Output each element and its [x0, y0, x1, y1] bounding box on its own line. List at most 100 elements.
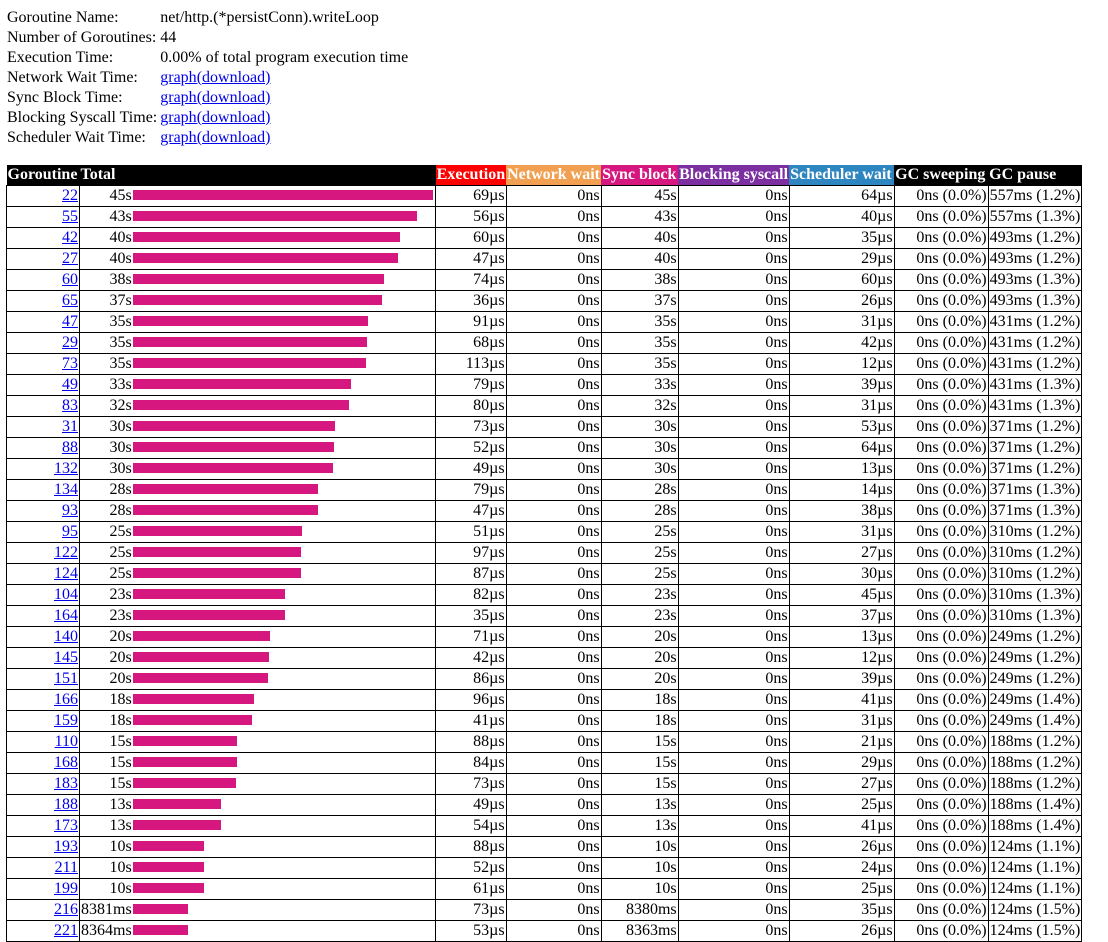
col-total[interactable]: Total: [79, 165, 436, 186]
scheduler-wait-cell: 35µs: [788, 227, 895, 249]
scheduler-wait-cell: 29µs: [788, 752, 895, 774]
syscall-download-link[interactable]: (download): [196, 109, 271, 126]
goroutine-id-link[interactable]: 83: [62, 397, 78, 414]
goroutine-id-link[interactable]: 110: [54, 733, 78, 750]
total-bar: [132, 757, 237, 768]
scheduler-wait-cell: 29µs: [788, 248, 895, 270]
goroutine-id-link[interactable]: 60: [62, 271, 78, 288]
table-header-row: Goroutine Total Execution Network wait S…: [6, 165, 1082, 186]
network-graph-link[interactable]: graph: [160, 69, 197, 86]
table-row: 145 20s 42µs 0ns 20s 0ns 12µs 0ns (0.0%) 249ms (…: [6, 647, 1083, 669]
gc-pause-cell: 249ms (1.2%): [987, 626, 1083, 648]
goroutine-id-link[interactable]: 221: [54, 922, 78, 939]
total-bar: [132, 883, 204, 894]
gc-pause-cell: 431ms (1.2%): [987, 353, 1083, 375]
gc-pause-cell: 371ms (1.3%): [987, 479, 1083, 501]
goroutine-id-link[interactable]: 193: [54, 838, 78, 855]
gc-pause-cell: 249ms (1.2%): [987, 668, 1083, 690]
goroutine-id-link[interactable]: 95: [62, 523, 78, 540]
total-bar: [132, 862, 204, 873]
total-bar-cell: [132, 794, 437, 816]
scheduler-wait-cell: 45µs: [788, 584, 895, 606]
goroutine-id-link[interactable]: 47: [62, 313, 78, 330]
goroutine-id-link[interactable]: 22: [62, 187, 78, 204]
goroutine-id-link[interactable]: 65: [62, 292, 78, 309]
goroutine-id-link[interactable]: 173: [54, 817, 78, 834]
goroutine-id-link[interactable]: 29: [62, 334, 78, 351]
network-wait-cell: 0ns: [505, 248, 602, 270]
sched-graph-link[interactable]: graph: [160, 129, 197, 146]
network-download-link[interactable]: (download): [196, 69, 271, 86]
execution-cell: 42µs: [435, 647, 507, 669]
col-execution[interactable]: Execution: [435, 165, 507, 186]
gc-pause-cell: 188ms (1.2%): [987, 752, 1083, 774]
goroutine-id-link[interactable]: 166: [54, 691, 78, 708]
goroutine-id-cell: 49: [6, 374, 80, 396]
col-scheduler-wait[interactable]: Scheduler wait: [789, 165, 895, 186]
summary-row-name: Goroutine Name: net/http.(*persistConn).…: [7, 8, 408, 28]
goroutine-id-link[interactable]: 124: [54, 565, 78, 582]
goroutine-id-link[interactable]: 216: [54, 901, 78, 918]
total-cell: 30s: [78, 437, 133, 459]
goroutine-id-link[interactable]: 122: [54, 544, 78, 561]
sync-block-cell: 43s: [600, 206, 679, 228]
goroutine-id-link[interactable]: 211: [54, 859, 78, 876]
scheduler-wait-cell: 38µs: [788, 500, 895, 522]
total-bar-cell: [132, 689, 437, 711]
goroutine-id-link[interactable]: 55: [62, 208, 78, 225]
total-cell: 23s: [78, 605, 133, 627]
sync-block-links: graph(download): [160, 88, 408, 108]
table-row: 88 30s 52µs 0ns 30s 0ns 64µs 0ns (0.0%) 371ms (1…: [6, 437, 1083, 459]
goroutine-id-link[interactable]: 27: [62, 250, 78, 267]
total-bar-cell: [132, 836, 437, 858]
execution-cell: 49µs: [435, 458, 507, 480]
goroutine-id-link[interactable]: 151: [54, 670, 78, 687]
goroutine-id-link[interactable]: 134: [54, 481, 78, 498]
table-row: 65 37s 36µs 0ns 37s 0ns 26µs 0ns (0.0%) 493ms (1…: [6, 290, 1083, 312]
col-gc-sweeping[interactable]: GC sweeping: [894, 165, 989, 186]
execution-cell: 49µs: [435, 794, 507, 816]
goroutine-id-link[interactable]: 93: [62, 502, 78, 519]
scheduler-wait-cell: 14µs: [788, 479, 895, 501]
goroutine-id-link[interactable]: 140: [54, 628, 78, 645]
blocking-syscall-cell: 0ns: [677, 836, 790, 858]
execution-cell: 69µs: [435, 185, 507, 207]
col-goroutine[interactable]: Goroutine: [6, 165, 80, 186]
goroutine-id-link[interactable]: 104: [54, 586, 78, 603]
goroutine-id-link[interactable]: 31: [62, 418, 78, 435]
col-network-wait[interactable]: Network wait: [506, 165, 602, 186]
goroutine-id-link[interactable]: 188: [54, 796, 78, 813]
syscall-graph-link[interactable]: graph: [160, 109, 197, 126]
sync-graph-link[interactable]: graph: [160, 89, 197, 106]
table-row: 166 18s 96µs 0ns 18s 0ns 41µs 0ns (0.0%) 249ms (…: [6, 689, 1083, 711]
goroutine-id-link[interactable]: 132: [54, 460, 78, 477]
table-body: 22 45s 69µs 0ns 45s 0ns 64µs 0ns (0.0%) 557ms (1…: [6, 185, 1083, 942]
goroutine-id-link[interactable]: 199: [54, 880, 78, 897]
goroutine-id-link[interactable]: 49: [62, 376, 78, 393]
sync-block-cell: 10s: [600, 878, 679, 900]
summary-row-network: Network Wait Time: graph(download): [7, 68, 408, 88]
goroutine-id-link[interactable]: 145: [54, 649, 78, 666]
sync-block-cell: 18s: [600, 689, 679, 711]
total-bar-cell: [132, 395, 437, 417]
goroutine-id-link[interactable]: 73: [62, 355, 78, 372]
total-bar-cell: [132, 920, 437, 942]
scheduler-wait-cell: 60µs: [788, 269, 895, 291]
goroutine-id-link[interactable]: 88: [62, 439, 78, 456]
goroutine-id-link[interactable]: 164: [54, 607, 78, 624]
scheduler-wait-cell: 35µs: [788, 899, 895, 921]
goroutine-id-link[interactable]: 183: [54, 775, 78, 792]
col-gc-pause[interactable]: GC pause: [988, 165, 1082, 186]
col-blocking-syscall[interactable]: Blocking syscall: [678, 165, 790, 186]
sched-download-link[interactable]: (download): [196, 129, 271, 146]
summary-label: Number of Goroutines:: [7, 29, 157, 46]
summary-label: Network Wait Time:: [7, 69, 138, 86]
table-row: 29 35s 68µs 0ns 35s 0ns 42µs 0ns (0.0%) 431ms (1…: [6, 332, 1083, 354]
scheduler-wait-cell: 12µs: [788, 647, 895, 669]
col-sync-block[interactable]: Sync block: [601, 165, 679, 186]
network-wait-cell: 0ns: [505, 857, 602, 879]
goroutine-id-link[interactable]: 168: [54, 754, 78, 771]
sync-download-link[interactable]: (download): [196, 89, 271, 106]
goroutine-id-link[interactable]: 42: [62, 229, 78, 246]
goroutine-id-link[interactable]: 159: [54, 712, 78, 729]
